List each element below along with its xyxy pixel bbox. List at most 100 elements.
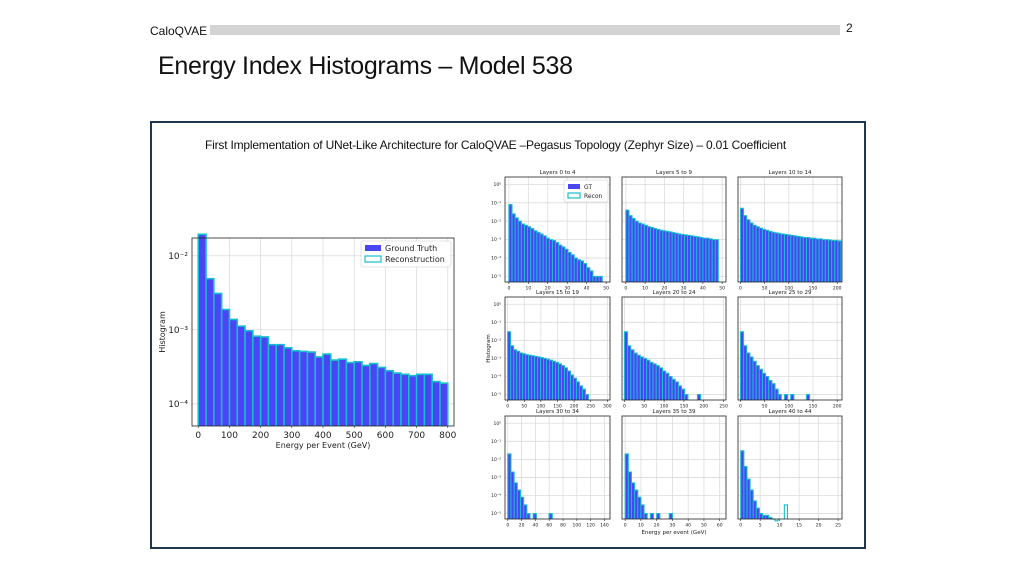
bar-gt [628,471,632,519]
bar-gt [640,357,644,400]
x-axis-label: Energy per event (GeV) [641,530,706,536]
histogram-chart-4: 0 50 100 150 200 250 300 10⁰ 10⁻¹ 10⁻² 10⁻³ 10⁻⁴ 10⁻… [486,290,612,410]
bar-gt [521,224,525,282]
x-tick-label: 50 [521,404,527,410]
x-tick-label: 50 [762,404,768,410]
histogram-chart-2: 0 10 20 30 40 50 Layers 5 to 9 [621,170,727,292]
x-tick-label: 100 [537,404,546,410]
bar-gt [198,234,207,426]
y-tick-label: 10⁻² [491,457,501,463]
bar-gt [753,500,757,519]
bar-gt [260,336,269,426]
bar-gt [656,513,660,519]
bar-gt [354,361,362,426]
bar-gt [828,240,832,282]
x-tick-label: 60 [717,523,723,529]
bar-gt [709,238,713,282]
bar-gt [775,232,779,282]
bar-gt [284,347,292,426]
bar-gt [589,270,593,282]
bar-gt [684,394,688,400]
bar-gt [229,319,238,426]
subplot-title: Layers 30 to 34 [536,409,579,415]
bar-gt [765,230,769,282]
bar-gt [678,234,682,282]
bar-gt [759,513,763,519]
bar-gt [552,240,556,282]
bar-gt [400,374,409,426]
histogram-chart-0: 0 100 200 300 400 500 600 700 800 10⁻² 10⁻³ 10⁻⁴ Ene… [158,233,457,450]
bar-gt [705,238,710,282]
plot-frame [504,176,611,283]
bar-gt [512,213,516,282]
x-tick-label: 0 [739,404,742,410]
bar-gt [712,239,716,282]
bar-gt [752,361,757,400]
bar-gt [561,246,565,282]
bar-gt [638,222,642,282]
bar-gt [762,229,766,282]
x-tick-label: 140 [600,523,609,529]
legend-label: GT [584,184,592,191]
legend-label: Ground Truth [385,244,437,253]
x-tick-label: 600 [377,431,394,441]
x-tick-label: 200 [252,431,269,441]
x-tick-label: 250 [586,404,595,410]
y-tick-label: 10⁻⁵ [491,274,501,280]
legend-swatch-recon [567,192,581,199]
bar-gt [631,482,635,519]
y-axis-label: Histogram [158,311,167,353]
plot-frame [621,296,727,401]
legend: Ground Truth Reconstruction [360,240,452,268]
bar-gt [743,215,747,282]
bar-gt [533,230,537,282]
bar-gt [650,513,654,519]
bar-gt [702,238,706,282]
x-tick-label: 800 [439,431,456,441]
bar-gt [819,238,823,282]
bar-gt [533,513,537,519]
bar-gt [635,221,639,282]
y-tick-label: 10⁻² [491,338,501,344]
bar-gt [750,490,754,519]
bar-gt [650,227,654,282]
bar-gt [669,513,673,519]
bar-gt [546,238,550,282]
x-tick-label: 10 [525,286,531,292]
x-tick-label: 0 [624,523,627,529]
bar-gt [662,230,666,282]
bar-gt [675,381,679,400]
recon-outline [739,331,811,400]
x-tick-label: 30 [670,523,676,529]
bar-gt [652,363,657,400]
bar-gt [809,238,813,282]
x-tick-label: 40 [700,286,706,292]
bar-gt [690,235,694,282]
bar-gt [510,471,515,519]
x-tick-label: 300 [283,431,300,441]
bar-gt [546,359,550,400]
x-tick-label: 20 [654,523,660,529]
bar-gt [778,233,782,282]
recon-outline [624,453,673,519]
header-label: CaloQVAE [150,24,208,38]
y-tick-label: 10⁰ [493,182,501,188]
x-tick-label: 200 [570,404,579,410]
bar-gt [585,394,589,400]
x-tick-label: 20 [545,286,551,292]
x-tick-label: 5 [759,523,762,529]
subplot-title: Layers 20 to 24 [653,290,696,296]
y-tick-label: 10⁻¹ [491,439,501,445]
bar-gt [424,374,433,426]
bar-gt [507,331,511,400]
x-tick-label: 100 [784,404,793,410]
histogram-chart-9: 0 5 10 15 20 25 Layers 40 to 44 [737,409,843,529]
recon-outline [197,233,449,426]
bar-gt [759,228,763,282]
bar-gt [237,326,246,426]
recon-outline [507,331,589,400]
bar-gt [668,376,673,400]
bar-gt [537,357,541,400]
y-tick-label: 10⁻² [491,219,501,225]
x-tick-label: 700 [408,431,425,441]
